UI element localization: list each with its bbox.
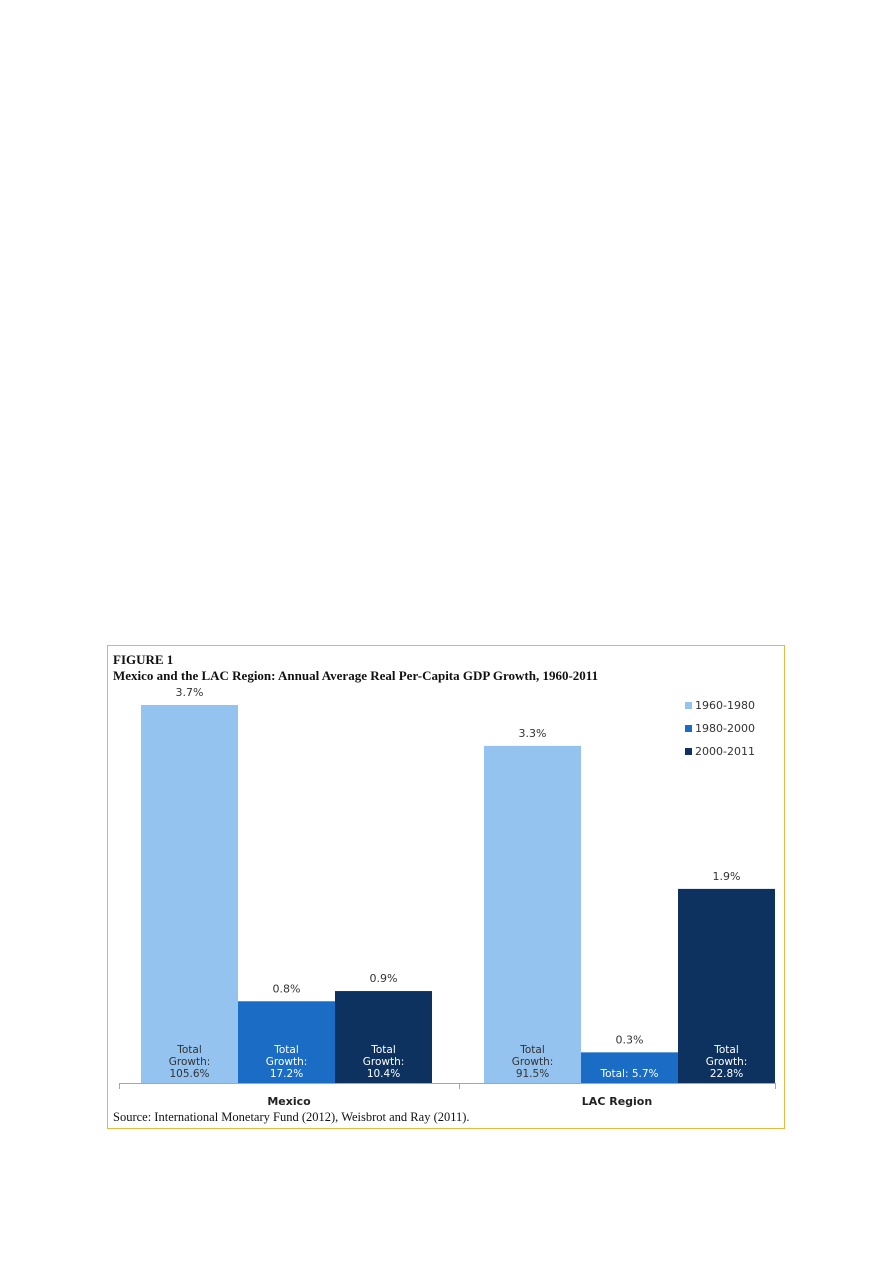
data-label: 0.3% (616, 1033, 644, 1046)
total-growth-label: 22.8% (710, 1068, 743, 1080)
bar-1980-2000-lac-region (581, 1052, 678, 1083)
total-growth-label: Total (519, 1044, 545, 1056)
bar-2000-2011-lac-region (678, 888, 775, 1083)
data-label: 1.9% (713, 870, 741, 883)
total-growth-label: Total (370, 1044, 396, 1056)
total-growth-label: Growth: (363, 1056, 405, 1068)
figure-source: Source: International Monetary Fund (201… (113, 1110, 470, 1124)
total-growth-label: Total: 5.7% (599, 1068, 658, 1080)
bar-chart: 3.7%TotalGrowth:105.6%3.3%TotalGrowth:91… (119, 686, 776, 1108)
legend-swatch (685, 725, 692, 732)
bar-1960-1980-lac-region (484, 745, 581, 1083)
total-growth-label: Total (176, 1044, 202, 1056)
total-growth-label: Growth: (169, 1056, 211, 1068)
data-label: 0.8% (273, 982, 301, 995)
legend-swatch (685, 702, 692, 709)
legend-label: 1960-1980 (695, 699, 755, 712)
bar-1960-1980-mexico (141, 705, 238, 1083)
total-growth-label: Growth: (266, 1056, 308, 1068)
legend-swatch (685, 748, 692, 755)
legend-label: 2000-2011 (695, 745, 755, 758)
total-growth-label: Total (713, 1044, 739, 1056)
legend-label: 1980-2000 (695, 722, 755, 735)
data-label: 3.3% (519, 727, 547, 740)
data-label: 0.9% (370, 972, 398, 985)
figure-panel: 3.7% Total Growth: 105.6% 3.3% Total Growth: 91… (107, 645, 785, 1129)
total-growth-label: 10.4% (367, 1068, 400, 1080)
total-growth-label: 105.6% (169, 1068, 209, 1080)
total-growth-label: 17.2% (270, 1068, 303, 1080)
x-tick-label: LAC Region (582, 1095, 652, 1108)
data-label: 3.7% (176, 686, 204, 699)
bar-2000-2011-mexico (335, 991, 432, 1083)
bar-1980-2000-mexico (238, 1001, 335, 1083)
figure-title: Mexico and the LAC Region: Annual Averag… (113, 668, 599, 683)
x-tick-label: Mexico (267, 1095, 311, 1108)
total-growth-label: Growth: (512, 1056, 554, 1068)
total-growth-label: Total (273, 1044, 299, 1056)
total-growth-label: 91.5% (516, 1068, 549, 1080)
total-growth-label: Growth: (706, 1056, 748, 1068)
figure-label: FIGURE 1 (113, 652, 174, 667)
